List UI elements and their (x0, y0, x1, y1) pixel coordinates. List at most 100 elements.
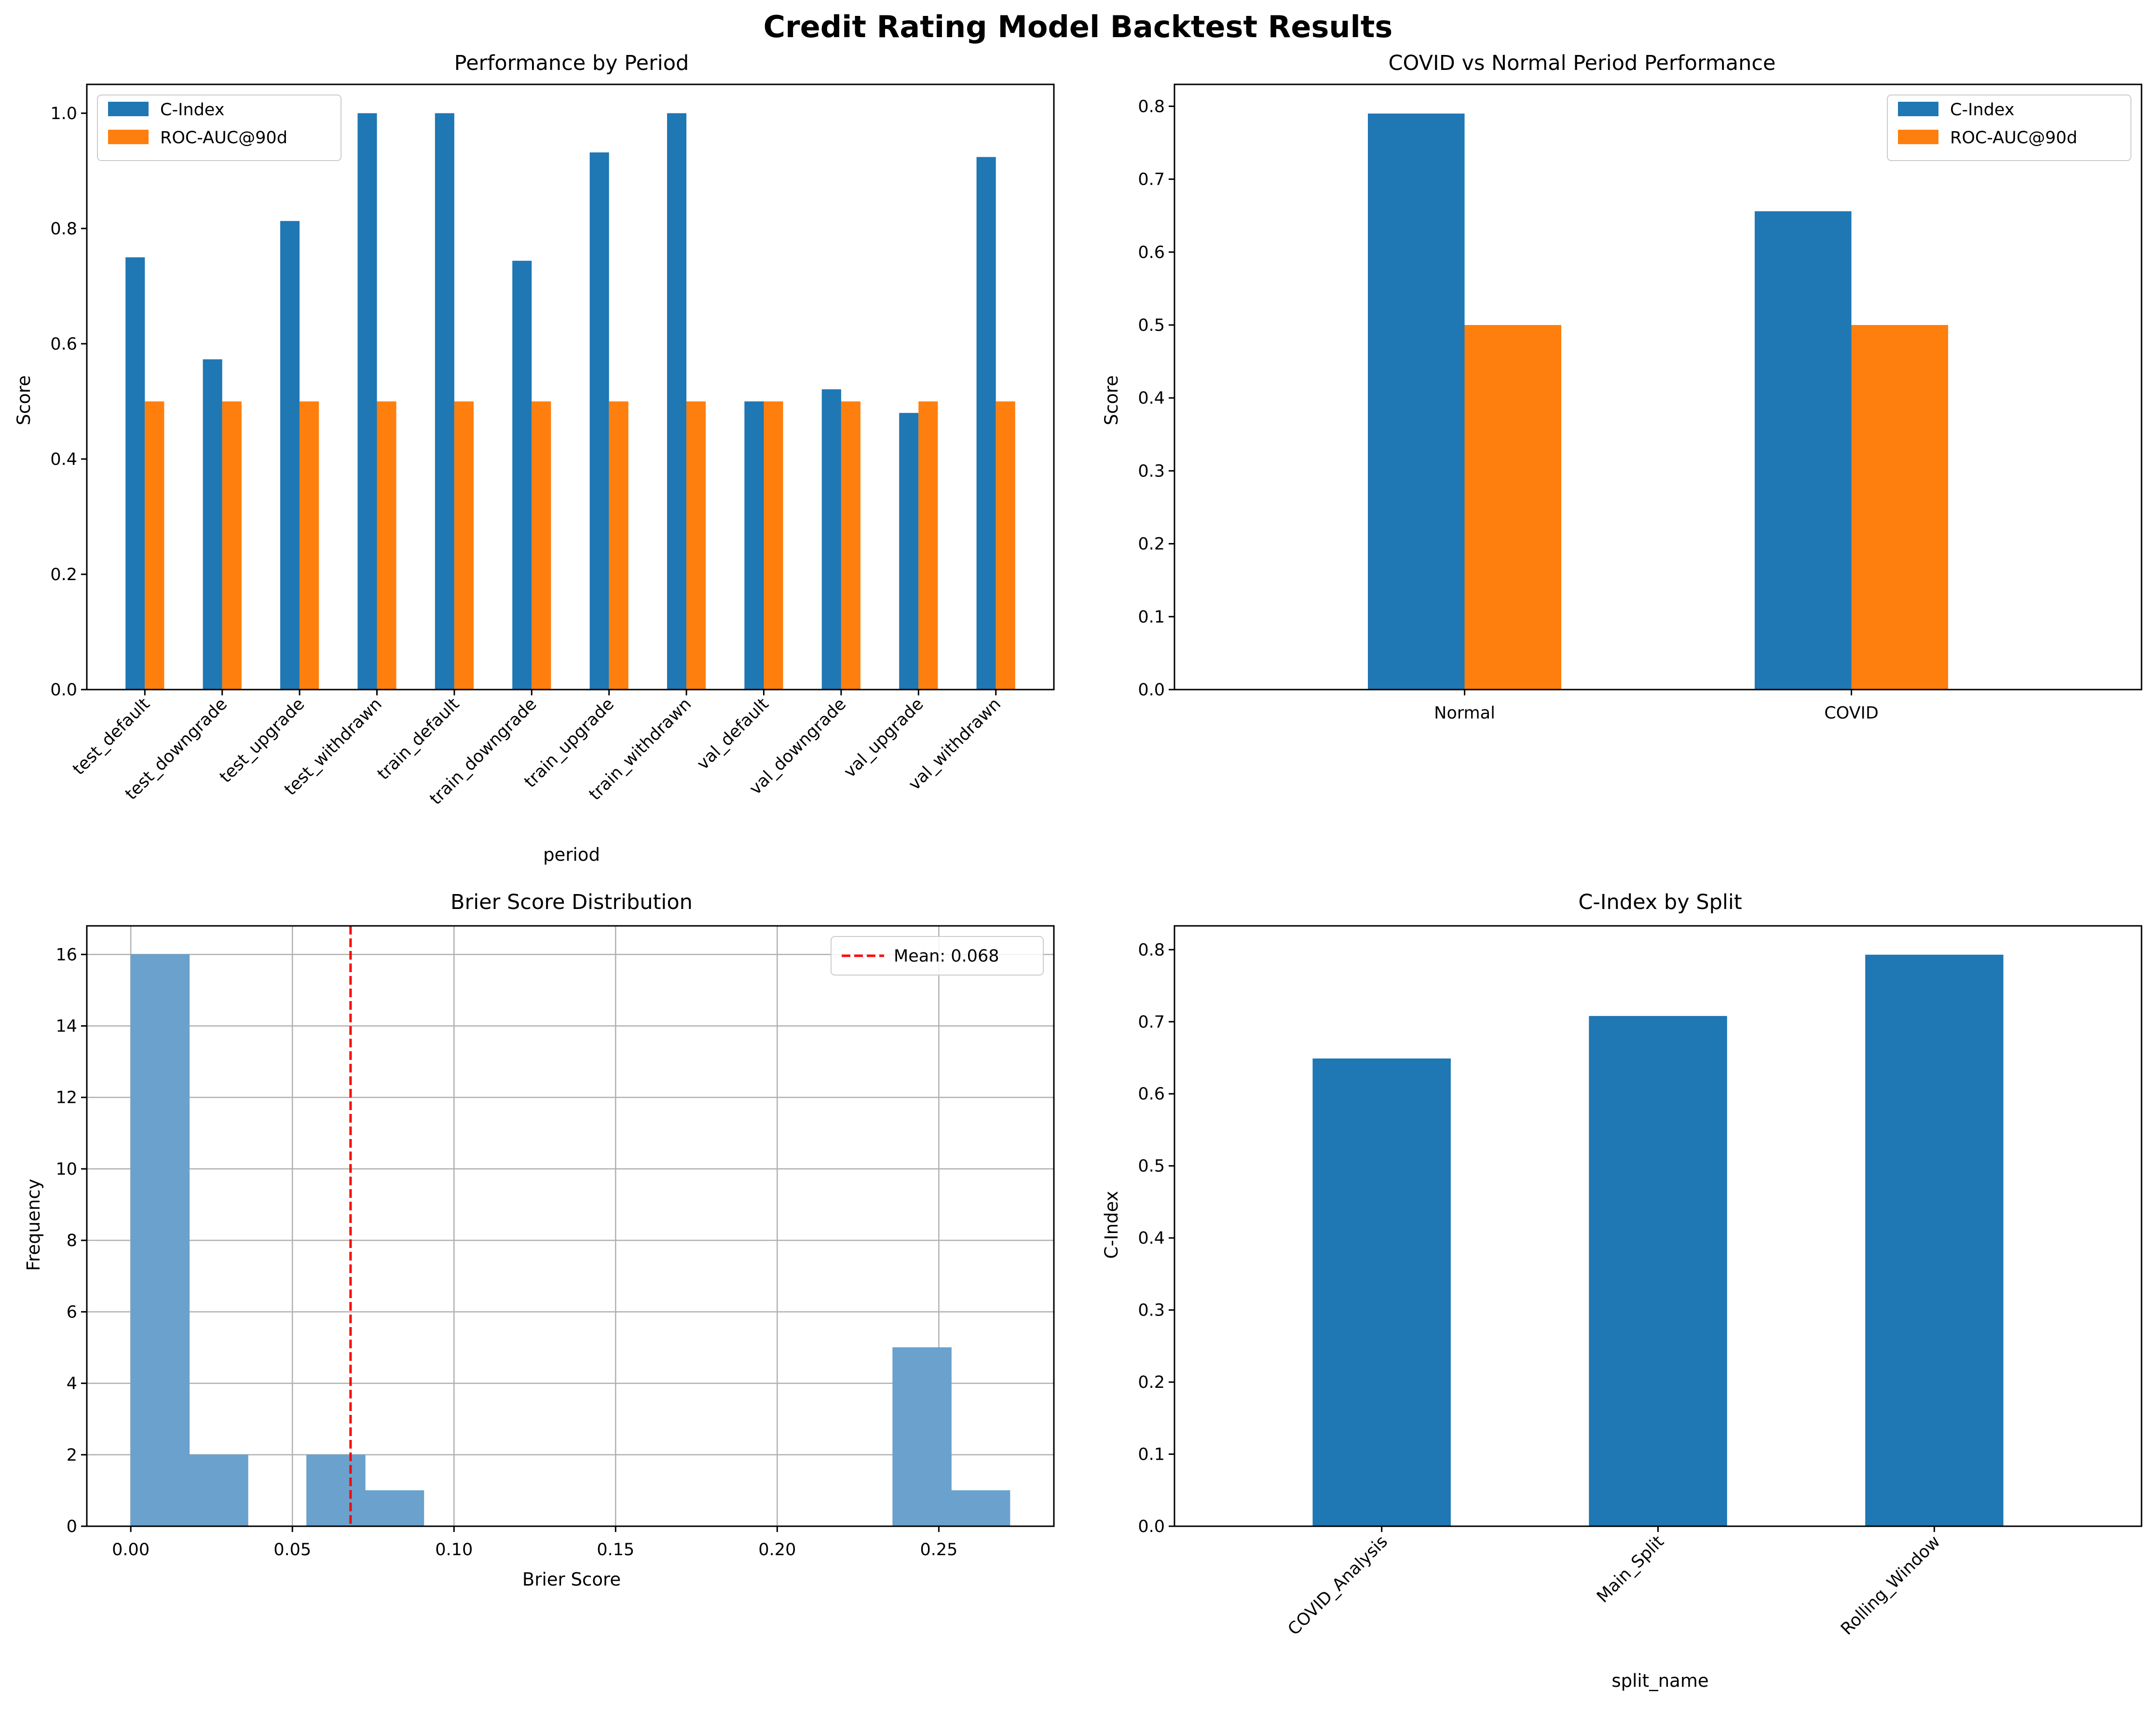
bar-roc-auc (609, 401, 628, 690)
bar-roc-auc (918, 401, 938, 690)
bar-c-index (125, 257, 145, 690)
y-tick-label: 6 (67, 1302, 77, 1322)
y-tick-label: 0 (67, 1517, 77, 1536)
x-tick-label: Normal (1434, 704, 1495, 723)
axes-frame (86, 925, 1055, 1527)
chart-brier-score-distribution: Brier Score Distribution Brier Score Fre… (23, 890, 1055, 1590)
x-tick-label: 0.10 (435, 1540, 473, 1560)
bar-roc-auc (532, 401, 551, 690)
y-tick-label: 0.4 (1138, 389, 1165, 408)
x-axis-label: Brier Score (522, 1569, 621, 1590)
legend-box (831, 936, 1044, 976)
y-tick-label: 0.7 (1138, 170, 1165, 190)
y-tick-label: 0.4 (50, 450, 77, 469)
x-tick-label: 0.25 (920, 1540, 957, 1560)
y-tick-label: 14 (55, 1017, 77, 1036)
y-tick-label: 0.8 (1138, 940, 1165, 960)
bar-c-index (1312, 1058, 1451, 1526)
y-tick-label: 0.6 (1138, 243, 1165, 262)
bar-roc-auc (145, 401, 164, 690)
y-axis-label: C-Index (1101, 1191, 1122, 1259)
y-tick-label: 0.6 (1138, 1085, 1165, 1104)
histogram-bar (365, 1490, 424, 1527)
bar-roc-auc (764, 401, 783, 690)
legend-label: ROC-AUC@90d (1950, 128, 2077, 148)
x-axis-label: split_name (1611, 1670, 1708, 1691)
legend-swatch (1898, 130, 1938, 144)
bar-roc-auc (1851, 325, 1948, 690)
y-tick-label: 12 (55, 1088, 77, 1108)
axes-frame (86, 83, 1055, 691)
legend-label: C-Index (160, 100, 224, 120)
bar-c-index (821, 389, 841, 690)
histogram-bar (951, 1490, 1010, 1527)
y-axis-label: Score (1101, 375, 1122, 425)
y-tick-label: 4 (67, 1374, 77, 1394)
legend-swatch (108, 130, 149, 144)
chart-covid-vs-normal: COVID vs Normal Period Performance Score… (1101, 51, 2142, 723)
y-tick-label: 10 (55, 1160, 77, 1179)
bar-roc-auc (1464, 325, 1561, 690)
legend-label: C-Index (1950, 100, 2014, 120)
y-tick-label: 0.5 (1138, 1157, 1165, 1176)
bar-roc-auc (377, 401, 396, 690)
bar-c-index (1755, 211, 1852, 690)
histogram-bar (306, 1454, 366, 1527)
histogram-bar (189, 1454, 248, 1527)
y-tick-label: 0.4 (1138, 1229, 1165, 1248)
bar-roc-auc (686, 401, 706, 690)
bar-roc-auc (454, 401, 474, 690)
bar-c-index (1589, 1016, 1727, 1526)
legend-box (1887, 95, 2131, 161)
histogram-bar (130, 954, 190, 1527)
y-axis-label: Score (14, 375, 34, 425)
y-axis-label: Frequency (23, 1179, 44, 1271)
x-tick-label: 0.15 (597, 1540, 634, 1560)
y-tick-label: 1.0 (50, 104, 77, 123)
legend-label: Mean: 0.068 (894, 947, 999, 966)
x-tick-label: 0.00 (112, 1540, 150, 1560)
bar-roc-auc (996, 401, 1015, 690)
axes-frame (1174, 925, 2142, 1527)
legend-label: ROC-AUC@90d (160, 128, 287, 148)
chart-title: COVID vs Normal Period Performance (1389, 51, 1776, 75)
bar-c-index (589, 152, 609, 690)
bar-c-index (203, 359, 222, 690)
y-tick-label: 0.8 (1138, 97, 1165, 116)
y-tick-label: 0.0 (1138, 680, 1165, 700)
bar-roc-auc (300, 401, 319, 690)
y-tick-label: 0.2 (50, 565, 77, 584)
legend-box (97, 95, 341, 161)
chart-title: Brier Score Distribution (450, 890, 693, 914)
chart-title: C-Index by Split (1578, 890, 1742, 914)
y-tick-label: 0.1 (1138, 608, 1165, 627)
figure-suptitle: Credit Rating Model Backtest Results (764, 9, 1393, 44)
bar-c-index (512, 260, 532, 690)
x-tick-label: 0.20 (758, 1540, 796, 1560)
y-tick-label: 0.3 (1138, 461, 1165, 481)
bar-c-index (744, 401, 764, 690)
chart-title: Performance by Period (454, 51, 689, 75)
legend-swatch (1898, 102, 1938, 116)
y-tick-label: 0.2 (1138, 535, 1165, 554)
y-tick-label: 16 (55, 945, 77, 964)
y-tick-label: 0.5 (1138, 316, 1165, 335)
y-tick-label: 0.7 (1138, 1013, 1165, 1032)
histogram-bar (892, 1347, 952, 1527)
y-tick-label: 0.2 (1138, 1373, 1165, 1392)
y-tick-label: 0.0 (50, 680, 77, 700)
y-tick-label: 0.6 (50, 335, 77, 354)
bar-c-index (357, 113, 377, 690)
bar-c-index (667, 113, 687, 690)
axes-frame (1174, 83, 2142, 691)
x-tick-label: 0.05 (273, 1540, 311, 1560)
bar-c-index (280, 221, 300, 690)
bar-c-index (899, 413, 919, 690)
bar-roc-auc (841, 401, 860, 690)
bar-roc-auc (222, 401, 242, 690)
bar-c-index (976, 157, 996, 690)
bar-c-index (435, 113, 454, 690)
bar-c-index (1368, 113, 1465, 690)
x-tick-label: COVID (1824, 704, 1879, 723)
